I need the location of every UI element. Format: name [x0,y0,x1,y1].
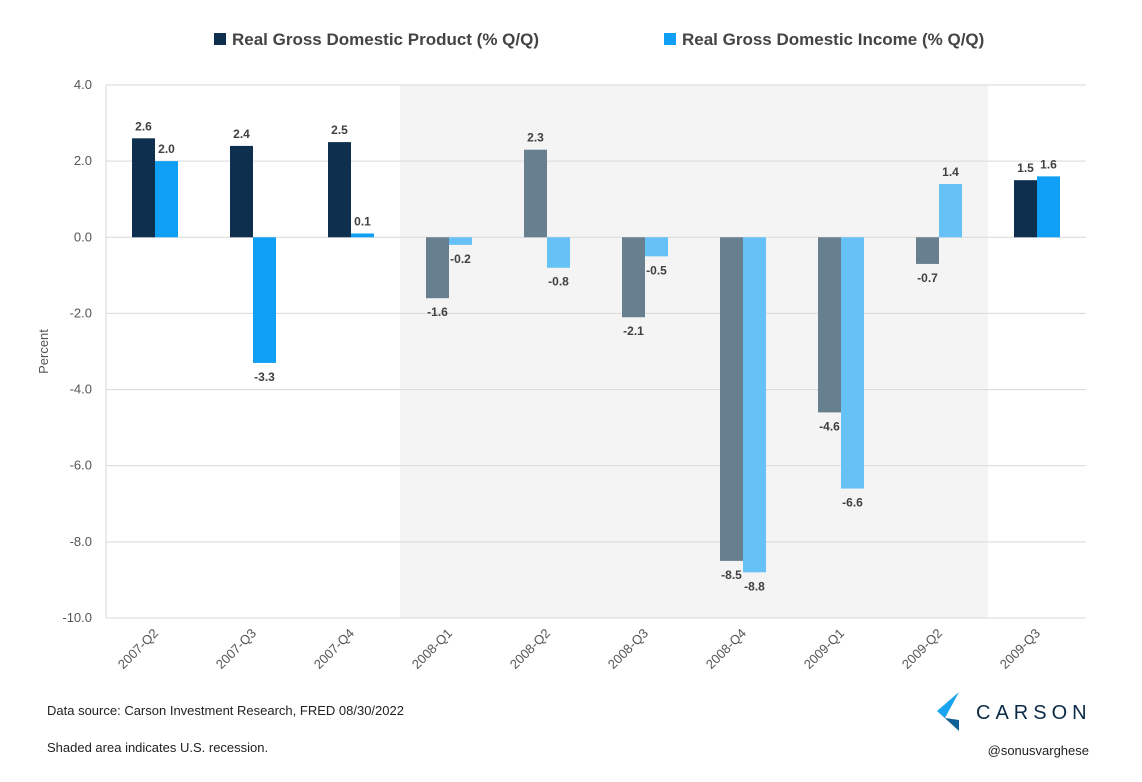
y-tick-label: -6.0 [70,458,92,473]
brand-name: CARSON [976,702,1092,724]
gdi-bar [155,161,178,238]
gdi-data-label: -3.3 [254,370,275,384]
gdp-bar [328,142,351,238]
gdp-bar [524,149,547,238]
gdi-bar [351,233,374,238]
recession-note: Shaded area indicates U.S. recession. [47,740,269,755]
x-tick-label: 2007-Q2 [115,626,161,672]
y-tick-label: -4.0 [70,382,92,397]
legend-swatch-gdi [664,33,676,45]
gdi-data-label: -0.2 [450,252,471,266]
gdp-data-label: -2.1 [623,324,644,338]
gdi-bar [253,237,276,363]
gdi-bar [841,237,864,489]
y-tick-label: -8.0 [70,534,92,549]
x-tick-label: 2008-Q3 [605,626,651,672]
gdi-bar [547,237,570,268]
y-tick-label: -2.0 [70,305,92,320]
x-tick-label: 2007-Q4 [311,626,357,672]
legend-label-gdp: Real Gross Domestic Product (% Q/Q) [232,30,539,49]
gdi-data-label: 1.4 [942,165,959,179]
gdp-data-label: 2.6 [135,119,152,133]
gdp-data-label: -4.6 [819,419,840,433]
carson-logo-icon [937,692,959,731]
gdp-bar [720,237,743,561]
gdp-data-label: 1.5 [1017,161,1034,175]
gdi-data-label: -6.6 [842,496,863,510]
x-tick-label: 2008-Q2 [507,626,553,672]
gdp-bar [818,237,841,413]
gdp-bar [426,237,449,299]
gdp-data-label: -0.7 [917,271,938,285]
gdi-data-label: -0.5 [646,263,667,277]
y-axis-label: Percent [36,329,51,374]
x-tick-label: 2009-Q2 [899,626,945,672]
gdp-data-label: 2.3 [527,131,544,145]
gdi-data-label: 2.0 [158,142,175,156]
gdi-bar [939,183,962,238]
gdi-data-label: -0.8 [548,275,569,289]
recession-shading [400,85,988,618]
gdp-data-label: 2.5 [331,123,348,137]
legend-swatch-gdp [214,33,226,45]
gdp-bar [1014,180,1037,238]
gdi-data-label: 1.6 [1040,157,1057,171]
gdi-bar [645,237,668,257]
legend-label-gdi: Real Gross Domestic Income (% Q/Q) [682,30,984,49]
y-tick-label: -10.0 [62,610,92,625]
x-tick-label: 2008-Q1 [409,626,455,672]
gdp-data-label: -8.5 [721,568,742,582]
x-tick-label: 2008-Q4 [703,626,749,672]
x-tick-label: 2007-Q3 [213,626,259,672]
y-tick-label: 2.0 [74,153,92,168]
gdi-bar [1037,176,1060,238]
author-handle: @sonusvarghese [987,743,1089,758]
gdp-bar [622,237,645,318]
gdi-bar [743,237,766,573]
data-source-note: Data source: Carson Investment Research,… [47,703,404,718]
gdp-bar [916,237,939,264]
gdp-bar [132,138,155,238]
x-tick-label: 2009-Q1 [801,626,847,672]
gdp-data-label: -1.6 [427,305,448,319]
gdi-data-label: -8.8 [744,579,765,593]
y-tick-label: 0.0 [74,229,92,244]
gdi-data-label: 0.1 [354,214,371,228]
y-tick-label: 4.0 [74,77,92,92]
gdi-bar [449,237,472,245]
x-tick-label: 2009-Q3 [997,626,1043,672]
gdp-data-label: 2.4 [233,127,250,141]
gdp-bar [230,145,253,238]
